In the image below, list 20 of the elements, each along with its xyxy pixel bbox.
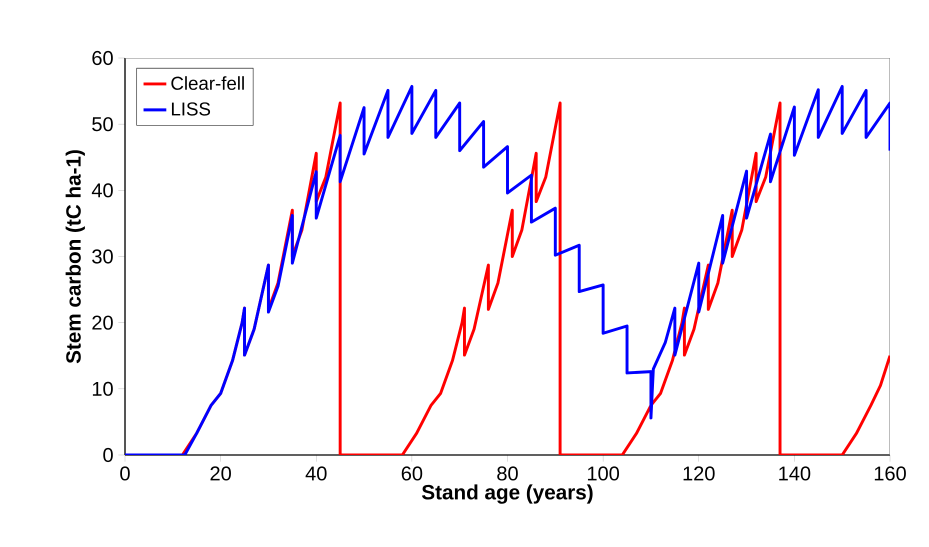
y-tick-label: 0	[103, 448, 113, 462]
y-tick-label: 60	[92, 50, 113, 66]
x-tick-label: 140	[779, 466, 810, 481]
y-tick-label: 50	[92, 117, 113, 132]
y-tick-label: 10	[92, 382, 113, 396]
x-tick-label: 60	[402, 466, 422, 481]
legend-label: LISS	[172, 102, 210, 116]
y-tick-label: 20	[92, 316, 113, 330]
y-axis-title: Stem carbon (tC ha-1)	[66, 150, 85, 364]
legend-label: Clear-fell	[171, 76, 244, 90]
y-tick-label: 30	[92, 249, 113, 264]
x-tick-label: 120	[684, 466, 715, 481]
y-tick-label: 40	[92, 183, 113, 198]
x-tick-label: 20	[210, 466, 231, 481]
x-tick-label: 0	[120, 466, 130, 481]
x-tick-label: 100	[588, 466, 620, 481]
x-axis-title: Stand age (years)	[422, 484, 593, 504]
x-tick-label: 80	[497, 466, 518, 481]
x-tick-label: 40	[306, 466, 327, 481]
x-tick-label: 160	[874, 466, 906, 481]
